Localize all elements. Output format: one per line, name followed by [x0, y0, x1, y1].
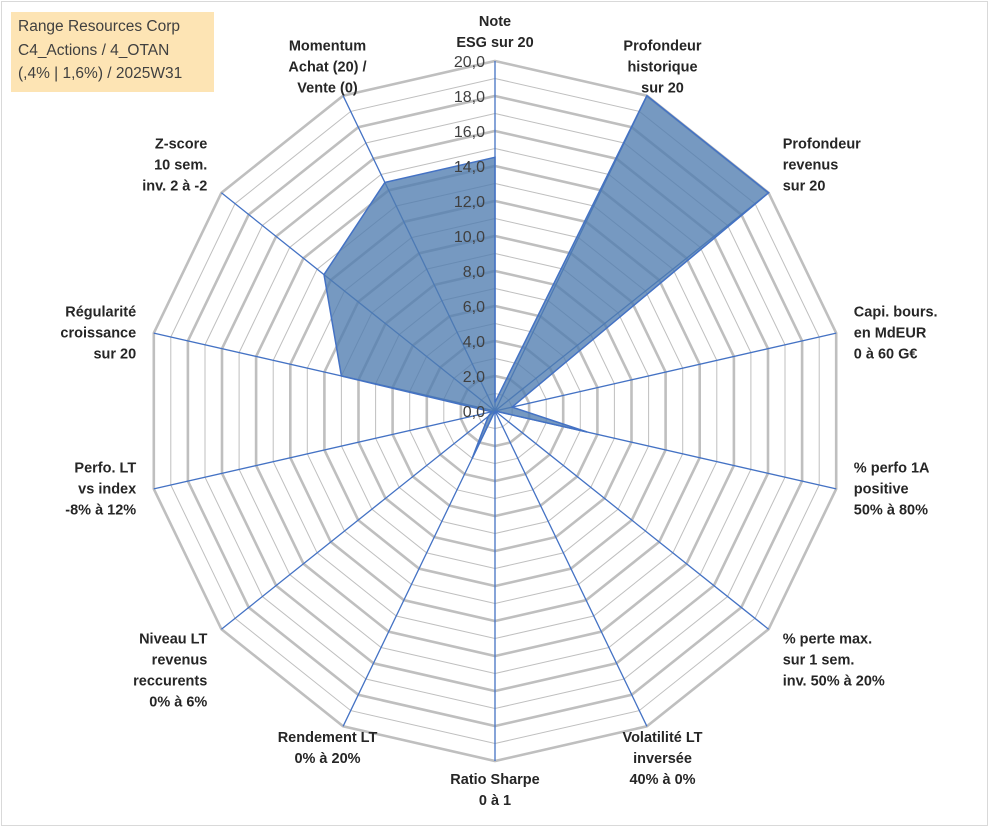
series-area-0 [323, 94, 770, 459]
axis-label-9-line-2: reccurents [133, 674, 207, 690]
axis-label-11-line-1: croissance [60, 326, 136, 342]
axis-label-9-line-1: revenus [152, 653, 208, 669]
axis-label-4-line-0: % perfo 1A [854, 460, 930, 476]
spoke-8 [342, 410, 496, 727]
tick-label-4: 8,0 [463, 264, 485, 281]
axis-label-9-line-3: 0% à 6% [149, 695, 207, 711]
axis-label-7-line-0: Ratio Sharpe [450, 772, 539, 788]
title-line-category: C4_Actions / 4_OTAN [18, 41, 170, 59]
axis-label-3-line-2: 0 à 60 G€ [854, 347, 918, 363]
axis-label-9: Niveau LT revenus reccurents 0% à 6% [133, 632, 207, 711]
axis-label-13-line-1: Achat (20) / [288, 59, 366, 75]
axis-label-5: % perte max. sur 1 sem. inv. 50% à 20% [783, 632, 885, 690]
axis-label-4-line-2: 50% à 80% [854, 502, 928, 518]
axis-label-1-line-0: Profondeur [623, 38, 701, 54]
axis-label-10: Perfo. LT vs index -8% à 12% [65, 460, 136, 518]
spoke-6 [494, 410, 648, 727]
axis-label-5-line-1: sur 1 sem. [783, 653, 855, 669]
axis-label-9-line-0: Niveau LT [139, 632, 207, 648]
tick-label-0: 0,0 [463, 404, 485, 421]
tick-label-5: 10,0 [454, 229, 485, 246]
axis-label-13-line-2: Vente (0) [297, 80, 358, 96]
axis-label-7: Ratio Sharpe 0 à 1 [450, 772, 539, 809]
axis-label-4: % perfo 1A positive 50% à 80% [854, 460, 930, 518]
title-line-stats: (,4% | 1,6%) / 2025W31 [18, 65, 183, 82]
axis-label-11-line-0: Régularité [65, 305, 136, 321]
radar-series [323, 94, 770, 459]
axis-label-10-line-2: -8% à 12% [65, 502, 136, 518]
axis-label-11-line-2: sur 20 [93, 347, 136, 363]
tick-label-3: 6,0 [463, 299, 485, 316]
axis-label-8-line-1: 0% à 20% [294, 751, 360, 767]
axis-label-6-line-1: inversée [633, 751, 692, 767]
axis-label-13: Momentum Achat (20) / Vente (0) [288, 38, 366, 96]
axis-label-8: Rendement LT 0% à 20% [278, 730, 378, 767]
tick-label-7: 14,0 [454, 159, 485, 176]
spoke-5 [494, 410, 770, 630]
spoke-9 [220, 410, 496, 630]
axis-label-7-line-1: 0 à 1 [479, 793, 511, 809]
tick-label-2: 4,0 [463, 334, 485, 351]
axis-label-12-line-0: Z-score [155, 137, 207, 153]
axis-label-10-line-1: vs index [78, 481, 136, 497]
radar-tick-labels: 0,0 2,0 4,0 6,0 8,0 10,0 12,0 14,0 16,0 18,0 20,0 [454, 54, 485, 421]
axis-label-11: Régularité croissance sur 20 [60, 305, 136, 363]
spoke-10 [153, 410, 496, 490]
axis-label-8-line-0: Rendement LT [278, 730, 378, 746]
tick-label-8: 16,0 [454, 124, 485, 141]
radar-axis-labels: Note ESG sur 20 Profondeur historique sur 20… [60, 14, 937, 809]
axis-label-13-line-0: Momentum [289, 38, 366, 54]
axis-label-1-line-1: historique [627, 59, 697, 75]
axis-label-2-line-2: sur 20 [783, 179, 826, 195]
axis-label-6-line-2: 40% à 0% [629, 772, 695, 788]
tick-label-1: 2,0 [463, 369, 485, 386]
tick-label-9: 18,0 [454, 89, 485, 106]
axis-label-12: Z-score 10 sem. inv. 2 à -2 [142, 137, 207, 195]
axis-label-5-line-2: inv. 50% à 20% [783, 674, 885, 690]
title-line-company: Range Resources Corp [18, 18, 180, 35]
axis-label-1-line-2: sur 20 [641, 80, 684, 96]
tick-label-10: 20,0 [454, 54, 485, 71]
axis-label-12-line-1: 10 sem. [154, 158, 207, 174]
axis-label-3: Capi. bours. en MdEUR 0 à 60 G€ [854, 305, 938, 363]
axis-label-5-line-0: % perte max. [783, 632, 872, 648]
axis-label-2: Profondeur revenus sur 20 [783, 137, 861, 195]
axis-label-3-line-0: Capi. bours. [854, 305, 938, 321]
axis-label-2-line-1: revenus [783, 158, 839, 174]
axis-label-0-line-0: Note [479, 14, 511, 30]
title-box: Range Resources Corp C4_Actions / 4_OTAN… [11, 12, 214, 92]
axis-label-6-line-0: Volatilité LT [622, 730, 702, 746]
tick-label-6: 12,0 [454, 194, 485, 211]
axis-label-1: Profondeur historique sur 20 [623, 38, 701, 96]
axis-label-4-line-1: positive [854, 481, 909, 497]
axis-label-6: Volatilité LT inversée 40% à 0% [622, 730, 702, 788]
axis-label-0: Note ESG sur 20 [456, 14, 533, 51]
axis-label-2-line-0: Profondeur [783, 137, 861, 153]
axis-label-3-line-1: en MdEUR [854, 326, 927, 342]
axis-label-0-line-1: ESG sur 20 [456, 35, 533, 51]
axis-label-12-line-2: inv. 2 à -2 [142, 179, 207, 195]
axis-label-10-line-0: Perfo. LT [74, 460, 136, 476]
spoke-3 [494, 332, 837, 412]
